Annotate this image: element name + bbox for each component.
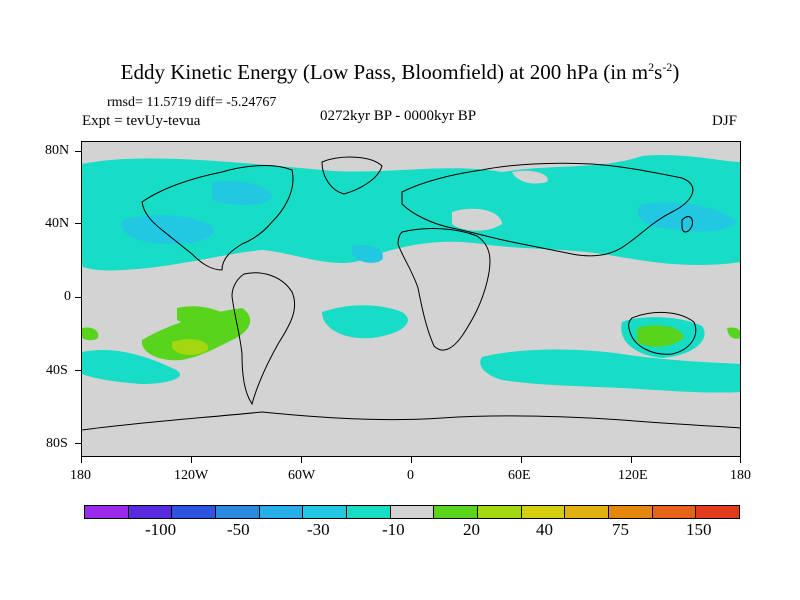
colorbar-label: -30 [307,520,330,539]
map-field [82,155,740,431]
colorbar-cell [259,506,304,518]
experiment-label: Expt = tevUy-tevua [82,113,201,129]
colorbar [84,505,740,519]
contour-positive-aus [637,325,684,347]
colorbar-label: 40 [536,520,553,539]
colorbar-label: -100 [145,520,177,539]
colorbar-cell [434,506,479,518]
season-label: DJF [712,113,738,129]
lon-label-0: 0 [407,468,414,483]
lat-label-40n: 40N [45,216,70,231]
lat-label-0: 0 [64,289,71,304]
coastlines [82,156,740,431]
contour-north-patch-4 [352,244,383,263]
lon-label-120e: 120E [618,468,648,483]
colorbar-cell [652,506,697,518]
contour-positive-patch [172,339,209,356]
colorbar-cell [347,506,391,518]
lat-label-80s: 80S [46,436,68,451]
colorbar-cell [478,506,522,518]
map-panel [81,141,741,457]
contour-north-gap-2 [512,170,548,184]
contour-positive-west [82,327,99,341]
colorbar-label: 150 [686,520,712,539]
colorbar-cell [128,506,173,518]
contour-north-patch-1 [121,215,214,245]
contour-positive-east [727,327,740,339]
contour-south-indian [480,349,740,393]
colorbar-label: -10 [382,520,405,539]
colorbar-label: 20 [463,520,480,539]
stats-text: rmsd= 11.5719 diff= -5.24767 [107,95,277,110]
contour-south-west [82,349,181,384]
colorbar-label: -50 [227,520,250,539]
colorbar-cell [303,506,348,518]
lon-label-180e: 180 [730,468,751,483]
colorbar-cell [696,506,740,518]
chart-title: Eddy Kinetic Energy (Low Pass, Bloomfiel… [120,60,680,84]
lon-label-120w: 120W [174,468,209,483]
lon-label-180w: 180 [70,468,91,483]
contour-south-atlantic [322,305,408,339]
lon-label-60w: 60W [288,468,316,483]
lat-label-40s: 40S [46,363,68,378]
contour-positive-sp [177,306,237,330]
colorbar-cell [609,506,653,518]
period-label: 0272kyr BP - 0000kyr BP [320,108,477,124]
colorbar-cell [172,506,217,518]
colorbar-cell [390,506,435,518]
contour-north-patch-2 [212,180,272,205]
contour-north-gap-1 [452,208,502,231]
lon-label-60e: 60E [508,468,531,483]
lat-label-80n: 80N [45,143,70,158]
colorbar-cell [216,506,260,518]
colorbar-cell [521,506,566,518]
colorbar-cell [565,506,610,518]
colorbar-cell [85,506,129,518]
colorbar-label: 75 [612,520,629,539]
